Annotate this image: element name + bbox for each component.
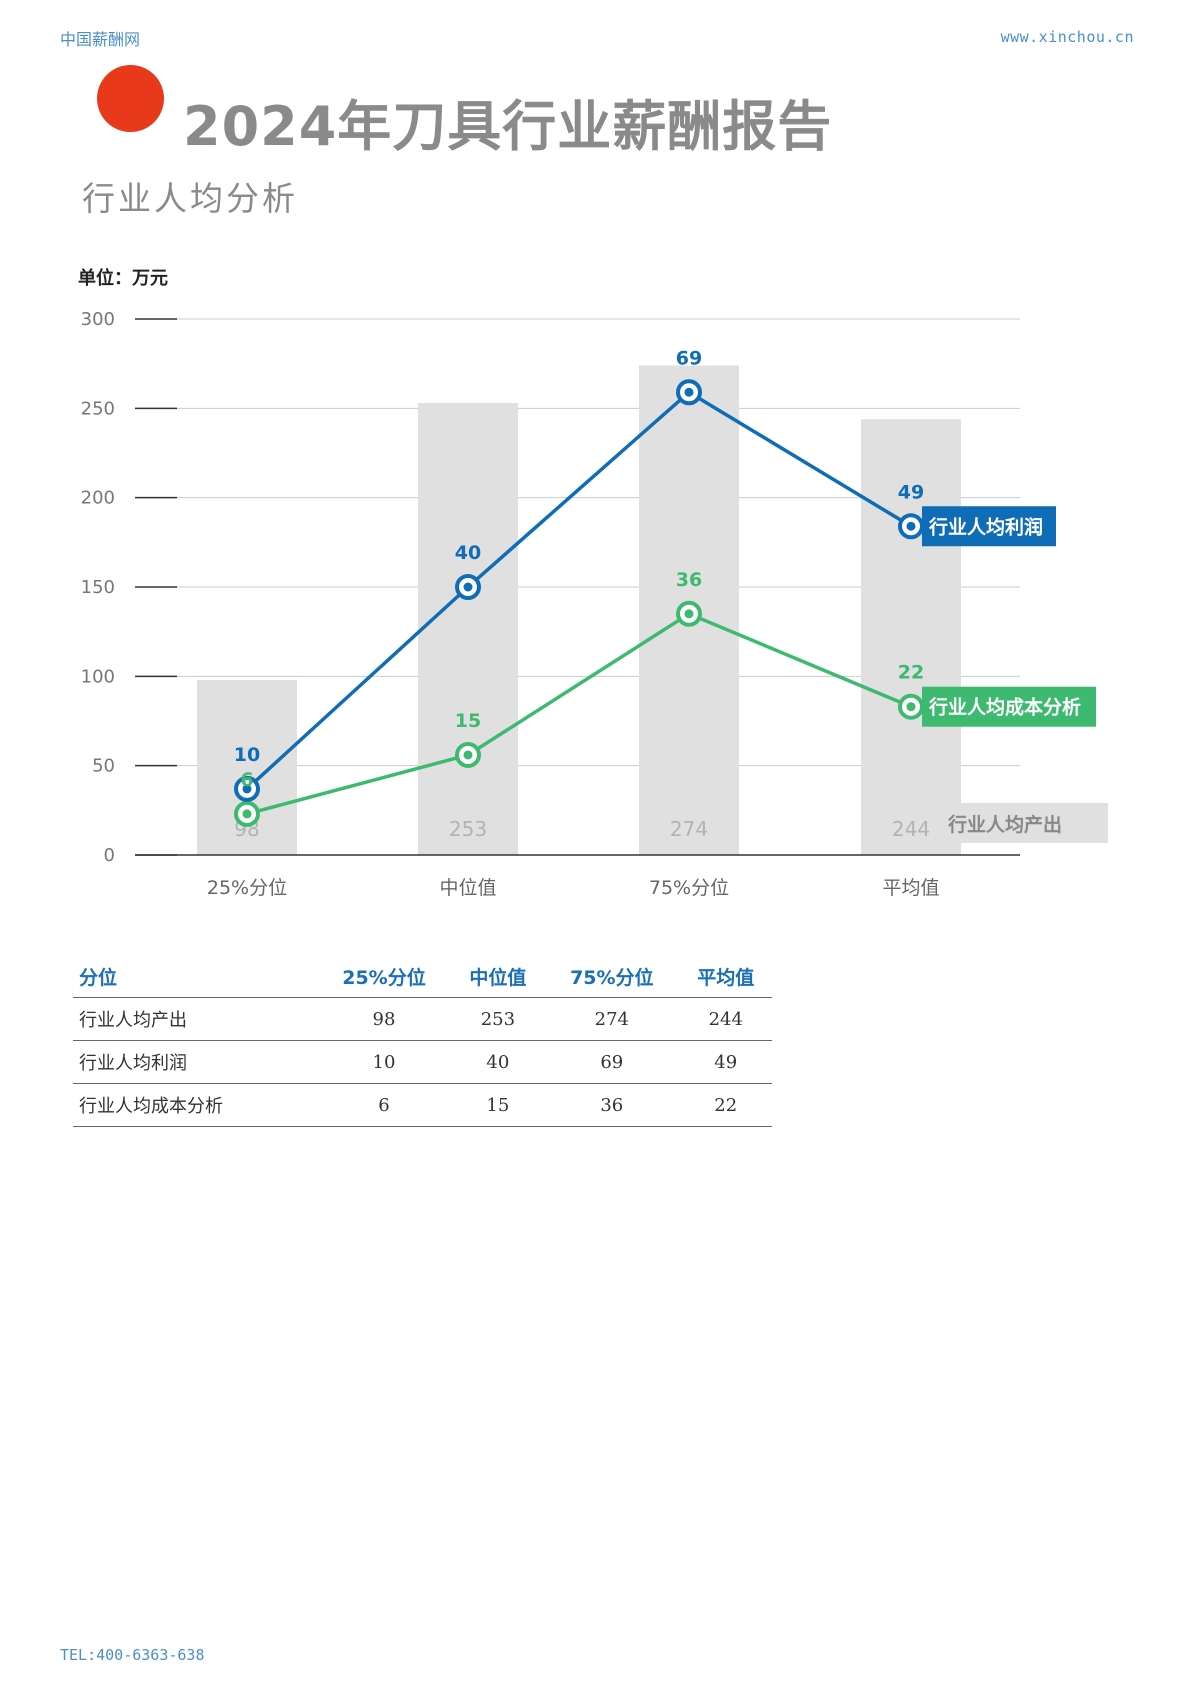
bar-value-label: 244 — [892, 817, 930, 841]
table-cell: 6 — [316, 1083, 452, 1127]
bar — [418, 402, 518, 855]
series-legend-label: 行业人均成本分析 — [928, 696, 1081, 719]
series-point-core — [463, 582, 473, 592]
table-cell: 69 — [544, 1040, 680, 1084]
data-label: 36 — [676, 569, 702, 591]
data-label: 49 — [898, 481, 924, 503]
y-tick-label: 50 — [92, 756, 115, 777]
series-point-core — [242, 784, 252, 794]
bar — [861, 419, 961, 855]
table-cell: 22 — [679, 1083, 772, 1127]
table-header-cell: 25%分位 — [316, 955, 452, 998]
data-label: 69 — [676, 347, 702, 369]
series-point-core — [463, 750, 473, 760]
series-legend-label: 行业人均利润 — [928, 515, 1043, 538]
x-tick-label: 中位值 — [439, 877, 496, 899]
data-label: 15 — [455, 710, 481, 732]
y-tick-label: 200 — [81, 488, 115, 509]
page-title: 2024年刀具行业薪酬报告 — [183, 95, 833, 158]
section-subtitle: 行业人均分析 — [82, 179, 298, 218]
table-row: 行业人均成本分析 6 15 36 22 — [73, 1083, 772, 1127]
table-header-cell: 平均值 — [679, 955, 772, 998]
x-tick-label: 25%分位 — [207, 877, 287, 899]
y-tick-label: 150 — [81, 577, 115, 598]
table-cell: 40 — [451, 1040, 545, 1084]
bar-value-label: 253 — [449, 817, 487, 841]
unit-label: 单位：万元 — [78, 268, 168, 289]
table-cell: 98 — [316, 997, 452, 1041]
x-tick-label: 平均值 — [882, 877, 939, 899]
series-point-core — [684, 387, 694, 397]
series-line — [246, 611, 912, 816]
table-cell: 274 — [544, 997, 680, 1041]
table-row-label: 行业人均成本分析 — [73, 1083, 317, 1127]
y-tick-label: 250 — [81, 398, 115, 419]
series-legend-box — [922, 506, 1056, 547]
series-legend-box — [922, 686, 1096, 727]
footer-tel: TEL:400-6363-638 — [60, 1646, 205, 1664]
data-label: 22 — [898, 662, 924, 684]
data-label: 40 — [455, 542, 481, 564]
x-tick-label: 75%分位 — [649, 877, 729, 899]
table-cell: 253 — [451, 997, 545, 1041]
series-point-core — [906, 521, 916, 531]
table-cell: 49 — [679, 1040, 772, 1084]
title-dot-icon — [97, 65, 164, 132]
table-row-label: 行业人均利润 — [73, 1040, 317, 1084]
bar-legend-label: 行业人均产出 — [947, 813, 1062, 836]
table-cell: 15 — [451, 1083, 545, 1127]
table-row-label: 行业人均产出 — [73, 997, 317, 1041]
table-header-cell: 75%分位 — [544, 955, 680, 998]
bar-value-label: 274 — [670, 817, 708, 841]
data-table: 分位 25%分位 中位值 75%分位 平均值 行业人均产出 98 253 274… — [73, 955, 772, 1127]
series-line — [245, 390, 912, 791]
series-point-core — [906, 702, 916, 712]
table-cell: 10 — [316, 1040, 452, 1084]
table-cell: 244 — [679, 997, 772, 1041]
y-tick-label: 100 — [81, 666, 115, 687]
bar-legend-box — [935, 803, 1108, 843]
table-header-cell: 分位 — [73, 955, 317, 998]
table-header-cell: 中位值 — [451, 955, 545, 998]
y-tick-label: 0 — [104, 845, 115, 866]
table-cell: 36 — [544, 1083, 680, 1127]
table-row: 行业人均产出 98 253 274 244 — [73, 997, 772, 1041]
site-name: 中国薪酬网 — [60, 30, 141, 49]
data-label: 6 — [240, 769, 253, 791]
table-header-row: 分位 25%分位 中位值 75%分位 平均值 — [73, 955, 772, 998]
data-label: 10 — [234, 744, 260, 766]
table-row: 行业人均利润 10 40 69 49 — [73, 1040, 772, 1084]
site-url[interactable]: www.xinchou.cn — [1000, 28, 1134, 46]
y-tick-label: 300 — [81, 309, 115, 330]
series-point-core — [242, 809, 252, 819]
series-point-core — [684, 609, 694, 619]
